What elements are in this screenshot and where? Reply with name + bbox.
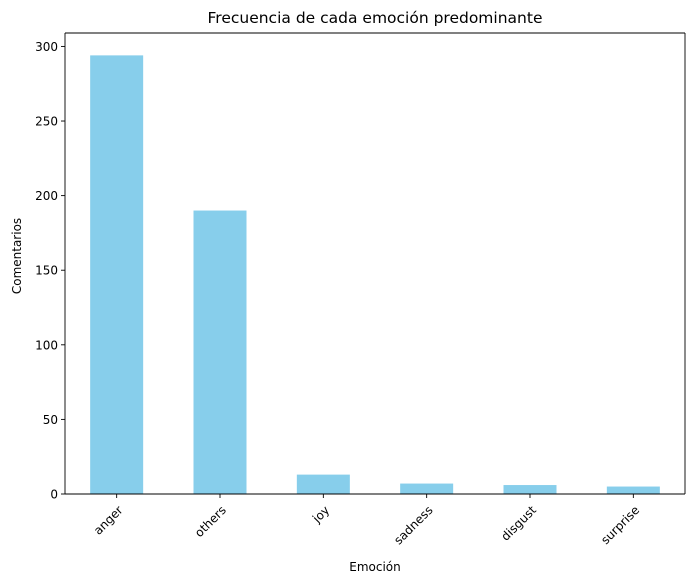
y-tick-label: 150	[35, 264, 58, 278]
y-axis-label: Comentarios	[10, 218, 24, 294]
x-tick-label-surprise: surprise	[598, 503, 642, 547]
y-tick-label: 300	[35, 40, 58, 54]
plot-area	[65, 33, 685, 494]
x-axis-label: Emoción	[349, 560, 401, 574]
x-tick-label-others: others	[192, 503, 229, 540]
x-tick-label-disgust: disgust	[498, 503, 539, 544]
bar-sadness	[400, 483, 454, 494]
y-axis: 0 50 100 150 200 250 300	[35, 33, 686, 502]
x-tick-label-anger: anger	[91, 503, 126, 538]
x-tick-label-joy: joy	[309, 503, 332, 526]
plot-background	[65, 33, 685, 494]
y-tick-label: 200	[35, 189, 58, 203]
bar-others	[193, 210, 247, 494]
y-tick-label: 250	[35, 115, 58, 129]
bar-anger	[90, 55, 144, 495]
y-tick-label: 100	[35, 338, 58, 352]
y-tick-label: 50	[43, 413, 58, 427]
bar-disgust	[503, 485, 557, 494]
y-tick-label: 0	[50, 488, 58, 502]
chart-title: Frecuencia de cada emoción predominante	[208, 9, 543, 27]
x-tick-label-sadness: sadness	[391, 503, 435, 547]
bar-joy	[296, 474, 350, 494]
bar-surprise	[606, 486, 660, 494]
bars	[90, 55, 660, 495]
